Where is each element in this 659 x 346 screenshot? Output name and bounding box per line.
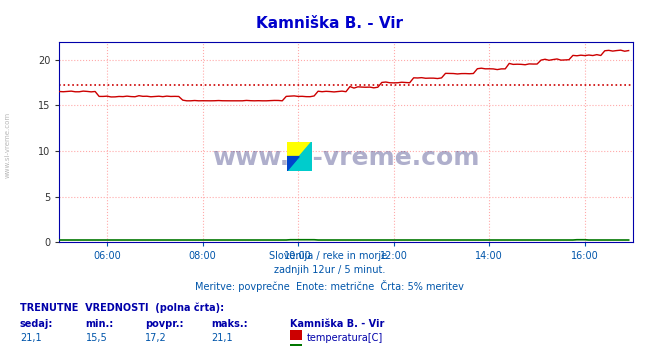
- Text: Meritve: povprečne  Enote: metrične  Črta: 5% meritev: Meritve: povprečne Enote: metrične Črta:…: [195, 280, 464, 292]
- Text: www.si-vreme.com: www.si-vreme.com: [212, 146, 480, 170]
- Text: 17,2: 17,2: [145, 333, 167, 343]
- Text: maks.:: maks.:: [211, 319, 248, 329]
- Text: Kamniška B. - Vir: Kamniška B. - Vir: [290, 319, 384, 329]
- Text: 21,1: 21,1: [20, 333, 42, 343]
- Text: 15,5: 15,5: [86, 333, 107, 343]
- Text: min.:: min.:: [86, 319, 114, 329]
- Text: Slovenija / reke in morje.: Slovenija / reke in morje.: [269, 251, 390, 261]
- Text: sedaj:: sedaj:: [20, 319, 53, 329]
- Polygon shape: [287, 142, 312, 171]
- Text: povpr.:: povpr.:: [145, 319, 183, 329]
- Text: zadnjih 12ur / 5 minut.: zadnjih 12ur / 5 minut.: [273, 265, 386, 275]
- Polygon shape: [287, 156, 299, 171]
- Text: 21,1: 21,1: [211, 333, 233, 343]
- Polygon shape: [287, 142, 312, 171]
- Text: Kamniška B. - Vir: Kamniška B. - Vir: [256, 16, 403, 30]
- Text: TRENUTNE  VREDNOSTI  (polna črta):: TRENUTNE VREDNOSTI (polna črta):: [20, 303, 224, 313]
- Text: www.si-vreme.com: www.si-vreme.com: [5, 112, 11, 179]
- Text: temperatura[C]: temperatura[C]: [306, 333, 383, 343]
